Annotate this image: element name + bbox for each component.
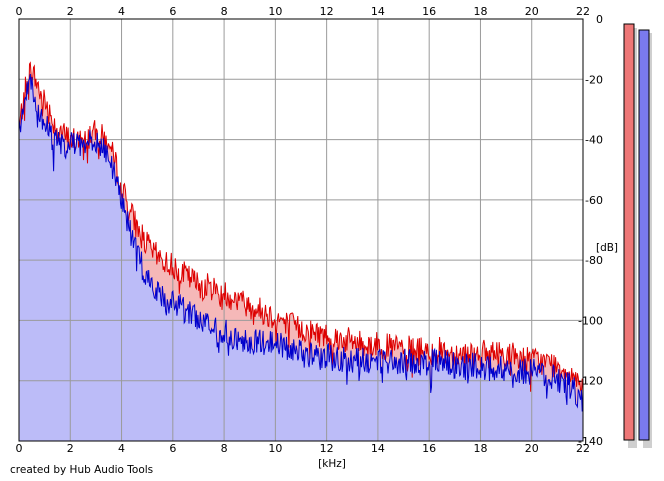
x-tick-label-bottom: 20 — [525, 442, 539, 455]
x-tick-label-top: 6 — [169, 5, 176, 18]
series-area-blue — [19, 74, 583, 441]
x-tick-label-top: 14 — [371, 5, 385, 18]
y-tick-label: -140 — [578, 435, 603, 448]
level-meters — [623, 23, 652, 448]
x-tick-label-top: 0 — [16, 5, 23, 18]
x-tick-label-bottom: 4 — [118, 442, 125, 455]
y-tick-label: -100 — [578, 314, 603, 327]
spectrum-lines — [18, 61, 584, 412]
x-tick-label-top: 8 — [221, 5, 228, 18]
y-axis-ticks: 0 -20 -40 -60 -80 -100 -120 -140 — [578, 13, 603, 448]
y-tick-label: -40 — [585, 134, 603, 147]
x-tick-label-top: 2 — [67, 5, 74, 18]
y-tick-label: -60 — [585, 194, 603, 207]
x-tick-label-bottom: 18 — [473, 442, 487, 455]
footer-credit: created by Hub Audio Tools — [10, 464, 153, 476]
x-tick-label-bottom: 12 — [320, 442, 334, 455]
y-tick-label: 0 — [596, 13, 603, 26]
x-tick-label-bottom: 6 — [169, 442, 176, 455]
x-tick-label-top: 10 — [268, 5, 282, 18]
spectrum-fills — [19, 62, 583, 442]
x-tick-label-top: 16 — [422, 5, 436, 18]
x-axis-label: [kHz] — [318, 458, 346, 470]
x-tick-label-top: 18 — [473, 5, 487, 18]
x-tick-label-bottom: 22 — [576, 442, 590, 455]
y-tick-label: -80 — [585, 254, 603, 267]
x-tick-label-bottom: 2 — [67, 442, 74, 455]
x-tick-label-bottom: 14 — [371, 442, 385, 455]
x-tick-label-top: 20 — [525, 5, 539, 18]
x-tick-label-bottom: 10 — [268, 442, 282, 455]
x-tick-label-top: 4 — [118, 5, 125, 18]
x-tick-label-top: 22 — [576, 5, 590, 18]
level-meter-right — [638, 29, 650, 441]
y-tick-label: -20 — [585, 73, 603, 86]
y-tick-label: -120 — [578, 375, 603, 388]
plot-frame — [18, 18, 584, 442]
x-tick-label-top: 12 — [320, 5, 334, 18]
y-axis-label: [dB] — [596, 242, 618, 254]
x-tick-label-bottom: 8 — [221, 442, 228, 455]
x-tick-label-bottom: 0 — [16, 442, 23, 455]
level-meter-left — [623, 23, 635, 441]
series-line-blue — [18, 73, 584, 412]
x-tick-label-bottom: 16 — [422, 442, 436, 455]
